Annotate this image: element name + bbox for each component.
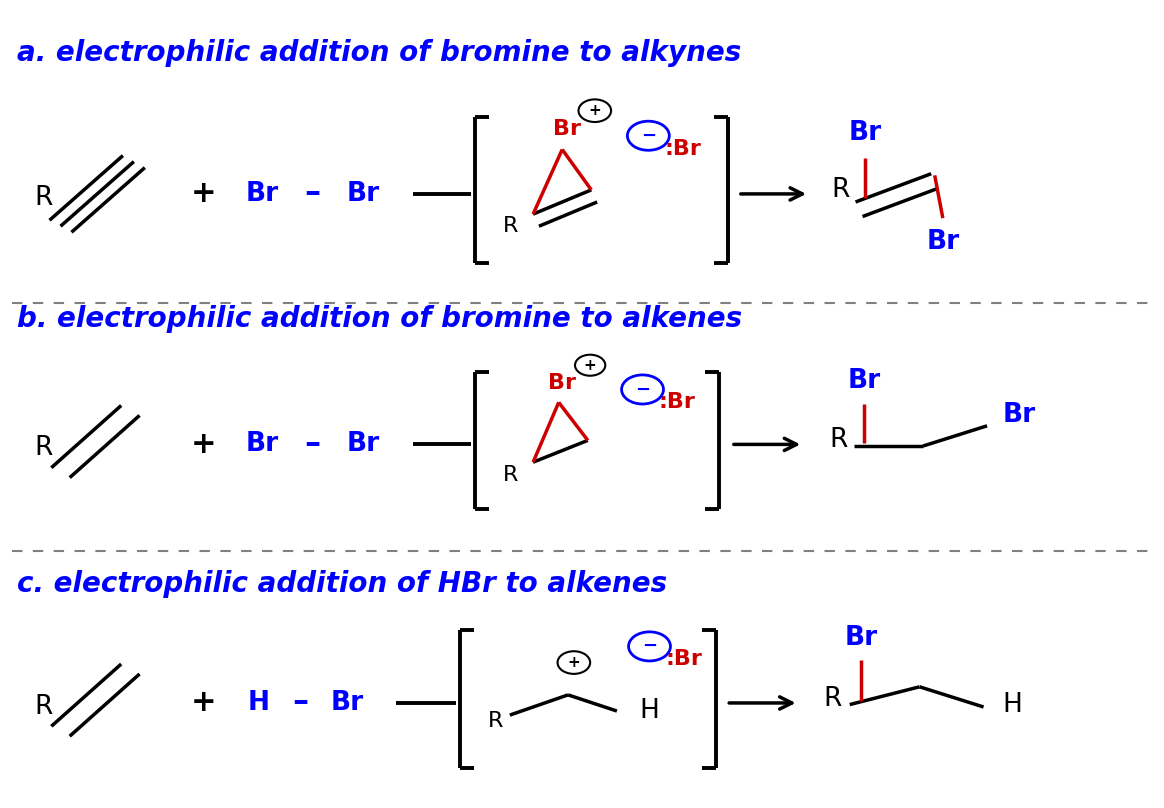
Text: +: + [589, 103, 601, 118]
Text: R: R [823, 686, 842, 712]
Text: −: − [636, 381, 650, 398]
Text: R: R [34, 185, 52, 211]
Text: R: R [829, 427, 847, 453]
Text: R: R [34, 436, 52, 461]
Text: +: + [584, 358, 596, 372]
Text: H: H [639, 698, 660, 724]
Text: +: + [191, 688, 217, 718]
Text: +: + [191, 430, 217, 459]
Text: Br: Br [246, 181, 278, 207]
Text: +: + [568, 655, 580, 670]
Text: Br: Br [927, 229, 959, 255]
Text: R: R [488, 711, 503, 730]
Text: H: H [1002, 692, 1023, 718]
Text: Br: Br [845, 625, 878, 651]
Text: R: R [34, 694, 52, 720]
Text: Br: Br [849, 120, 881, 146]
Text: R: R [503, 217, 518, 236]
Text: Br: Br [347, 181, 379, 207]
Text: Br: Br [847, 368, 880, 394]
Text: R: R [503, 465, 518, 485]
Text: :Br: :Br [665, 140, 702, 159]
Text: R: R [831, 177, 850, 203]
Text: Br: Br [331, 690, 363, 716]
Text: −: − [641, 127, 655, 145]
Text: –: – [304, 429, 320, 460]
Text: c. electrophilic addition of HBr to alkenes: c. electrophilic addition of HBr to alke… [17, 570, 668, 598]
Text: H: H [248, 690, 269, 716]
Text: Br: Br [246, 431, 278, 457]
Text: –: – [292, 688, 308, 718]
Text: :Br: :Br [666, 649, 703, 668]
Text: Br: Br [553, 120, 581, 139]
Text: a. electrophilic addition of bromine to alkynes: a. electrophilic addition of bromine to … [17, 39, 741, 66]
Text: –: – [304, 179, 320, 209]
Text: +: + [191, 179, 217, 208]
Text: Br: Br [1003, 402, 1036, 428]
Text: −: − [643, 638, 656, 655]
Text: Br: Br [347, 431, 379, 457]
Text: :Br: :Br [659, 393, 696, 412]
Text: b. electrophilic addition of bromine to alkenes: b. electrophilic addition of bromine to … [17, 305, 743, 333]
Text: Br: Br [548, 373, 576, 393]
